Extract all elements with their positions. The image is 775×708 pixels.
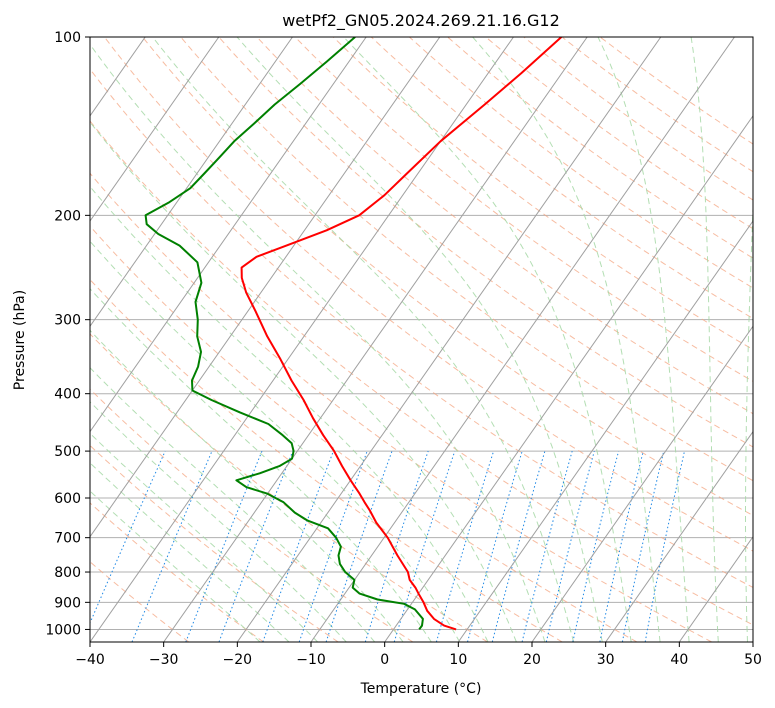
- y-tick-label: 700: [54, 531, 81, 547]
- mixing-ratio-line: [599, 450, 644, 642]
- mixing-ratio-line: [325, 450, 393, 642]
- mixing-ratio-line: [131, 450, 213, 642]
- dry-adiabat-line: [90, 333, 488, 642]
- dry-adiabat-line: [90, 444, 339, 642]
- mixing-ratio-line: [364, 450, 429, 642]
- mixing-ratio-line: [393, 450, 456, 642]
- isotherm-line: [90, 37, 220, 222]
- isotherm-line: [163, 37, 588, 642]
- x-axis-ticks: −40 −30 −20 −10 0 10 20 30 40 50: [75, 642, 762, 668]
- x-tick-label: −20: [223, 652, 253, 668]
- y-axis-ticks: 100 200 300 400 500 600 700 800 900 1000: [45, 30, 90, 638]
- x-tick-label: 10: [449, 652, 467, 668]
- moist-adiabats: [90, 37, 753, 642]
- y-tick-label: 500: [54, 444, 81, 460]
- moist-adiabat-line: [152, 37, 575, 642]
- mixing-ratio-line: [298, 450, 368, 642]
- moist-adiabat-line: [90, 43, 546, 642]
- moist-adiabat-line: [90, 240, 461, 642]
- dry-adiabat-line: [142, 37, 753, 516]
- mixing-ratio-line: [572, 450, 620, 642]
- y-axis-title: Pressure (hPa): [12, 290, 28, 390]
- isotherm-line: [90, 37, 293, 328]
- x-tick-label: 0: [380, 652, 389, 668]
- plot-frame: [89, 36, 754, 643]
- mixing-ratio-line: [521, 450, 573, 642]
- dry-adiabat-line: [104, 37, 753, 552]
- y-tick-label: 1000: [45, 622, 81, 638]
- moist-adiabat-line: [90, 490, 261, 642]
- moist-adiabat-line: [90, 288, 432, 642]
- x-tick-label: −40: [75, 652, 105, 668]
- dry-adiabat-line: [90, 225, 638, 642]
- moist-adiabat-line: [90, 367, 376, 642]
- moist-adiabat-line: [90, 432, 319, 642]
- moist-adiabat-line: [690, 37, 719, 642]
- dry-adiabat-line: [90, 68, 753, 589]
- moist-adiabat-line: [343, 37, 632, 642]
- y-tick-label: 800: [54, 565, 81, 581]
- dry-adiabat-line: [294, 37, 753, 382]
- y-tick-label: 300: [54, 313, 81, 329]
- dry-adiabats: [90, 37, 753, 642]
- x-tick-label: −30: [149, 652, 179, 668]
- isotherms: [90, 37, 753, 642]
- mixing-ratio-line: [621, 450, 665, 642]
- moist-adiabat-line: [597, 37, 690, 642]
- x-tick-label: 40: [670, 652, 688, 668]
- dry-adiabat-line: [90, 502, 264, 642]
- isotherm-line: [678, 535, 753, 642]
- y-tick-label: 900: [54, 595, 81, 611]
- dry-adiabat-line: [599, 37, 753, 145]
- isotherm-line: [90, 37, 367, 433]
- mixing-ratio-lines: [90, 450, 685, 642]
- x-tick-label: 20: [523, 652, 541, 668]
- dry-adiabat-line: [90, 120, 753, 626]
- dewpoint-line: [144, 37, 424, 630]
- isotherm-line: [236, 37, 662, 642]
- mixing-ratio-line: [467, 450, 523, 642]
- moist-adiabat-line: [236, 37, 603, 642]
- dry-adiabat-line: [256, 37, 753, 415]
- y-tick-label: 100: [54, 30, 81, 46]
- isotherm-line: [384, 114, 753, 642]
- isotherm-line: [457, 220, 753, 642]
- dry-adiabat-line: [90, 172, 712, 642]
- isotherm-line: [531, 325, 753, 642]
- x-tick-label: 50: [744, 652, 762, 668]
- moist-adiabat-line: [90, 121, 517, 642]
- isotherm-line: [90, 37, 441, 538]
- isotherm-line: [310, 37, 735, 642]
- moist-adiabat-line: [472, 37, 661, 642]
- moist-adiabat-line: [90, 185, 489, 642]
- isotherm-line: [605, 430, 753, 642]
- x-axis-title: Temperature (°C): [360, 681, 482, 697]
- moist-adiabat-line: [90, 401, 347, 642]
- y-tick-label: 400: [54, 387, 81, 403]
- dry-adiabat-line: [447, 37, 753, 259]
- mixing-ratio-line: [644, 450, 685, 642]
- sounding-series: [144, 37, 563, 631]
- temperature-line: [240, 37, 563, 631]
- dry-adiabat-line: [523, 37, 753, 201]
- mixing-ratio-line: [491, 450, 546, 642]
- x-tick-label: 30: [597, 652, 615, 668]
- dry-adiabat-line: [90, 278, 563, 642]
- mixing-ratio-line: [435, 450, 495, 642]
- x-tick-label: −10: [296, 652, 326, 668]
- dry-adiabat-line: [485, 37, 753, 230]
- chart-title: wetPf2_GN05.2024.269.21.16.G12: [282, 11, 560, 31]
- dry-adiabat-line: [561, 37, 753, 173]
- isotherm-line: [90, 37, 514, 642]
- y-tick-label: 600: [54, 491, 81, 507]
- moist-adiabat-line: [745, 195, 753, 642]
- y-tick-label: 200: [54, 208, 81, 224]
- plot-area: [90, 37, 753, 642]
